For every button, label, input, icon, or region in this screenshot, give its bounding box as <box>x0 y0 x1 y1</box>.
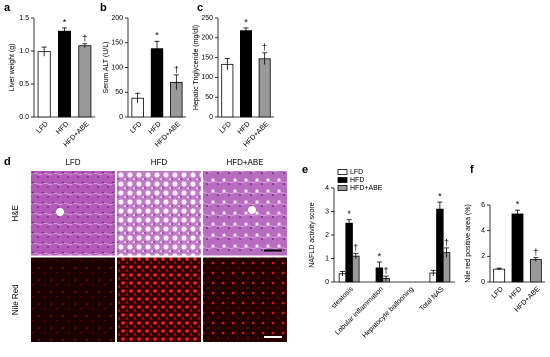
y-tick-label: 150 <box>201 54 213 61</box>
x-tick-label: LFD <box>129 121 143 135</box>
x-tick-label: LFD <box>491 286 505 300</box>
y-tick-label: 2 <box>481 253 485 260</box>
y-tick-label: 1 <box>325 255 329 262</box>
y-tick-label: 0 <box>209 114 213 121</box>
y-axis-label: Serum ALT (U/L) <box>103 42 110 94</box>
y-tick-label: 100 <box>201 74 213 81</box>
y-tick-label: 50 <box>205 94 213 101</box>
y-tick-label: 6 <box>481 202 485 209</box>
y-tick-label: 3 <box>325 208 329 215</box>
significance-mark: † <box>174 64 179 74</box>
x-tick-label: HFD <box>237 121 252 136</box>
bar <box>58 30 72 118</box>
y-axis-label: Liver weight (g) <box>9 44 16 92</box>
column-label: HFD <box>151 158 168 167</box>
y-tick-label: 4 <box>325 185 329 192</box>
y-tick-label: 200 <box>201 35 213 42</box>
significance-mark: * <box>347 209 351 219</box>
x-tick-label: Hepatocyte ballooning <box>361 286 415 340</box>
bar <box>78 45 92 118</box>
micrograph <box>31 171 115 256</box>
micrograph <box>203 257 287 342</box>
vessel <box>248 206 256 214</box>
panel-letter: c <box>197 2 203 14</box>
x-tick-label: steatosis <box>330 285 355 310</box>
bar <box>239 30 252 118</box>
y-axis-label: NAFLD activity score <box>309 202 316 267</box>
x-tick-label: HFD <box>55 121 70 136</box>
y-tick-label: 150 <box>111 40 123 47</box>
significance-mark: * <box>438 191 442 201</box>
significance-mark: * <box>378 251 382 261</box>
panel-letter: f <box>470 164 474 176</box>
panel-letter: d <box>4 156 11 168</box>
bar <box>436 208 444 283</box>
significance-mark: † <box>262 42 267 52</box>
significance-mark: * <box>244 17 248 27</box>
legend-label: HFD <box>350 177 364 184</box>
y-tick-label: 0.5 <box>19 81 29 88</box>
x-tick-label: LFD <box>36 121 50 135</box>
legend-swatch <box>337 169 348 175</box>
legend-swatch <box>337 177 348 183</box>
micrograph <box>117 171 201 256</box>
column-label: LFD <box>65 158 80 167</box>
bar <box>529 259 542 283</box>
y-tick-label: 250 <box>201 15 213 22</box>
bar <box>150 48 164 118</box>
bar <box>345 222 353 283</box>
significance-mark: † <box>82 33 87 43</box>
y-tick-label: 4 <box>481 228 485 235</box>
row-label: H&E <box>11 205 20 221</box>
significance-mark: † <box>384 266 389 276</box>
significance-mark: † <box>353 243 358 253</box>
x-tick-label: HFD <box>148 121 163 136</box>
y-tick-label: 2 <box>325 232 329 239</box>
bar <box>493 268 506 283</box>
x-tick-label: HFD <box>508 286 523 301</box>
bar <box>37 51 51 118</box>
micrograph <box>117 257 201 342</box>
y-tick-label: 50 <box>115 89 123 96</box>
x-tick-label: LFD <box>219 121 233 135</box>
y-axis-label: Nile red positive area (%) <box>465 204 472 283</box>
panel-letter: e <box>302 164 308 176</box>
y-tick-label: 1.0 <box>19 48 29 55</box>
row-label: Nile Red <box>11 284 20 315</box>
y-tick-label: 0 <box>325 279 329 286</box>
bar <box>258 58 271 118</box>
micrograph <box>203 171 287 256</box>
column-label: HFD+ABE <box>226 158 263 167</box>
x-tick-label: Total NAS <box>419 286 446 313</box>
legend-label: LFD <box>350 169 363 176</box>
significance-mark: * <box>155 31 159 41</box>
significance-mark: * <box>516 200 520 210</box>
y-tick-label: 0 <box>481 279 485 286</box>
legend-label: HFD+ABE <box>350 185 383 192</box>
y-tick-label: 0.0 <box>19 114 29 121</box>
significance-mark: † <box>533 247 538 257</box>
y-tick-label: 0 <box>119 114 123 121</box>
legend-swatch <box>337 185 348 191</box>
significance-mark: † <box>444 237 449 247</box>
y-tick-label: 100 <box>111 64 123 71</box>
bar <box>352 255 360 283</box>
panel-letter: a <box>4 2 11 14</box>
bar <box>511 213 524 283</box>
micrograph <box>31 257 115 342</box>
panel-letter: b <box>100 2 107 14</box>
y-axis-label: Hepatic Triglyceride (mg/dl) <box>193 25 200 110</box>
y-tick-label: 1.5 <box>19 15 29 22</box>
y-tick-label: 200 <box>111 15 123 22</box>
significance-mark: * <box>63 17 67 27</box>
vessel <box>56 208 64 216</box>
bar <box>221 63 234 118</box>
